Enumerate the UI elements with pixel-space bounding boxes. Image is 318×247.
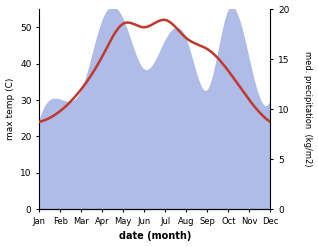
Y-axis label: med. precipitation  (kg/m2): med. precipitation (kg/m2) (303, 51, 313, 167)
Y-axis label: max temp (C): max temp (C) (5, 78, 15, 140)
X-axis label: date (month): date (month) (119, 231, 191, 242)
